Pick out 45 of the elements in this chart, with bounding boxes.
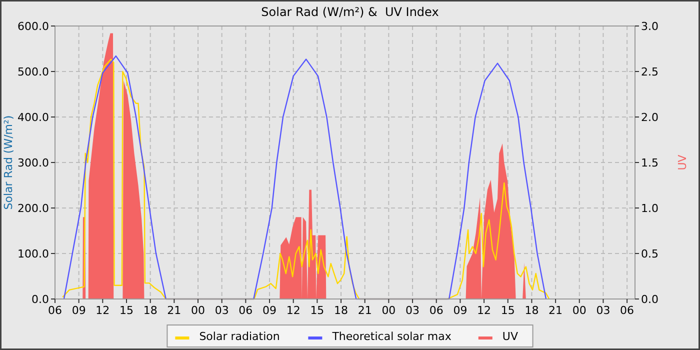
- y2-tick-label: 0.0: [641, 293, 658, 306]
- x-tick-label: 12: [96, 304, 110, 317]
- y2-tick-label: 0.5: [641, 248, 658, 260]
- x-tick-label: 09: [262, 304, 277, 317]
- y-tick-label: 0.0: [32, 293, 49, 306]
- legend-label: UV: [502, 330, 518, 343]
- x-tick-label: 21: [358, 304, 372, 317]
- x-tick-label: 00: [191, 304, 206, 317]
- x-tick-label: 15: [120, 304, 134, 317]
- x-tick-label: 15: [310, 304, 324, 317]
- x-tick-label: 18: [524, 304, 539, 317]
- x-tick-label: 00: [382, 304, 396, 317]
- x-tick-label: 03: [596, 304, 610, 317]
- x-tick-label: 12: [477, 304, 492, 317]
- y2-tick-label: 3.0: [641, 20, 658, 33]
- x-tick-label: 15: [500, 304, 515, 317]
- x-tick-label: 21: [167, 304, 182, 317]
- y2-axis-title: UV: [676, 154, 689, 170]
- x-tick-label: 03: [406, 304, 420, 317]
- x-tick-label: 18: [143, 304, 158, 317]
- y-tick-label: 400.0: [18, 111, 49, 124]
- y2-tick-label: 1.5: [641, 156, 658, 170]
- x-tick-label: 12: [286, 304, 300, 317]
- x-tick-label: 09: [453, 304, 468, 317]
- y-axis-title: Solar Rad (W/m²): [2, 115, 15, 210]
- y-tick-label: 200.0: [18, 202, 49, 215]
- y2-tick-label: 2.5: [641, 66, 658, 78]
- legend-label: Solar radiation: [199, 330, 280, 343]
- x-tick-label: 06: [48, 304, 62, 317]
- y-tick-label: 300.0: [18, 156, 49, 170]
- y-tick-label: 600.0: [18, 20, 49, 33]
- x-tick-label: 21: [548, 304, 563, 317]
- chart-title: Solar Rad (W/m²) & UV Index: [261, 5, 439, 19]
- legend-label: Theoretical solar max: [331, 330, 452, 343]
- y2-tick-label: 2.0: [641, 111, 658, 124]
- x-tick-label: 06: [238, 304, 253, 317]
- y2-tick-label: 1.0: [641, 202, 658, 215]
- x-tick-label: 03: [214, 304, 229, 317]
- x-tick-label: 00: [572, 304, 586, 317]
- x-tick-label: 18: [334, 304, 348, 317]
- y-tick-label: 100.0: [18, 248, 49, 260]
- y-tick-label: 500.0: [18, 66, 49, 78]
- x-tick-label: 09: [72, 304, 86, 317]
- x-tick-label: 06: [620, 304, 634, 317]
- x-tick-label: 06: [429, 304, 444, 317]
